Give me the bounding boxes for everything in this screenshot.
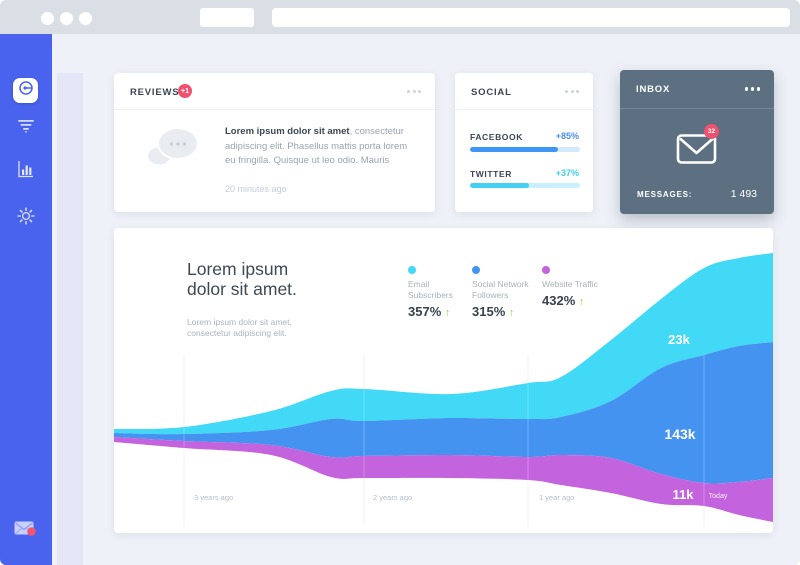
facebook-progress-bar — [470, 147, 580, 152]
x-tick-today: Today — [708, 493, 728, 500]
social-card: SOCIAL FACEBOOK +85% TWITTER +37% — [455, 73, 593, 212]
legend-item-email-subscribers: Email Subscribers 357% — [408, 266, 472, 319]
sidebar-item-dashboard[interactable] — [13, 78, 38, 103]
legend-name: Email Subscribers — [408, 279, 453, 300]
stream-value-email: 23k — [668, 332, 690, 347]
reviews-card-header: REVIEWS +1 — [114, 73, 435, 110]
up-arrow-icon — [579, 296, 585, 308]
chart-card: Lorem ipsum dolor sit amet. Lorem ipsum … — [114, 228, 773, 533]
legend-value: 357% — [408, 304, 472, 319]
url-input[interactable] — [272, 8, 790, 27]
envelope-icon — [676, 132, 717, 171]
facebook-label: FACEBOOK — [470, 132, 523, 142]
inbox-card: INBOX 32 MESSAGES: 1 493 — [620, 70, 774, 214]
legend-item-social-followers: Social Network Followers 315% — [472, 266, 536, 319]
reviews-count-badge: +1 — [178, 84, 192, 98]
social-card-header: SOCIAL — [455, 73, 593, 110]
ellipsis-menu-icon[interactable] — [407, 90, 421, 93]
review-message-bold: Lorem ipsum dolor sit amet — [225, 126, 350, 137]
twitter-change: +37% — [555, 168, 579, 178]
gauge-icon — [18, 80, 34, 101]
filter-icon — [17, 119, 35, 138]
gear-icon — [17, 206, 35, 230]
bar-chart-icon — [18, 160, 34, 183]
review-message-rest: , consectetur adipiscing elit. Phasellus… — [225, 126, 408, 166]
review-message: Lorem ipsum dolor sit amet, consectetur … — [225, 125, 411, 169]
legend-dot-icon — [472, 266, 480, 274]
twitter-label: TWITTER — [470, 169, 512, 179]
social-title: SOCIAL — [471, 87, 512, 98]
reviews-title: REVIEWS — [130, 87, 180, 98]
sidebar-item-settings[interactable] — [17, 206, 35, 230]
inbox-messages-row: MESSAGES: 1 493 — [637, 188, 757, 200]
sidebar — [0, 34, 52, 565]
chart-title: Lorem ipsum dolor sit amet. — [187, 259, 297, 299]
browser-titlebar — [0, 0, 800, 34]
up-arrow-icon — [509, 307, 515, 319]
window-control-icon[interactable] — [60, 12, 73, 25]
inbox-card-header: INBOX — [620, 70, 774, 109]
legend-value: 432% — [542, 293, 606, 308]
mail-icon — [14, 520, 38, 543]
x-tick-3-years: 3 years ago — [194, 493, 234, 502]
x-tick-1-year: 1 year ago — [539, 493, 575, 502]
sidebar-item-filter[interactable] — [17, 119, 35, 138]
facebook-change: +85% — [555, 131, 579, 141]
legend-item-website-traffic: Website Traffic 432% — [542, 266, 606, 308]
inbox-title: INBOX — [636, 84, 671, 95]
twitter-progress-bar — [470, 183, 580, 188]
up-arrow-icon — [445, 307, 451, 319]
ellipsis-menu-icon[interactable] — [744, 87, 760, 91]
window-control-icon[interactable] — [79, 12, 92, 25]
review-timestamp: 20 minutes ago — [225, 184, 287, 194]
legend-dot-icon — [542, 266, 550, 274]
ellipsis-menu-icon[interactable] — [565, 90, 579, 93]
legend-value: 315% — [472, 304, 536, 319]
messages-count: 1 493 — [730, 188, 757, 200]
chat-bubbles-icon — [144, 125, 202, 172]
sidebar-item-analytics[interactable] — [18, 160, 34, 183]
legend-name: Website Traffic — [542, 279, 598, 289]
inbox-unread-badge: 32 — [704, 124, 719, 139]
sidebar-item-mail[interactable] — [14, 520, 38, 543]
legend-name: Social Network Followers — [472, 279, 529, 300]
stream-value-social: 143k — [664, 426, 696, 442]
reviews-card: REVIEWS +1 Lorem ipsum dolor sit amet, c… — [114, 73, 435, 212]
streamgraph — [114, 253, 773, 527]
x-tick-2-years: 2 years ago — [373, 493, 413, 502]
collapsed-panel-rail — [57, 73, 83, 565]
window-control-icon[interactable] — [41, 12, 54, 25]
messages-label: MESSAGES: — [637, 190, 693, 199]
chart-subtitle: Lorem ipsum dolor sit amet, consectetur … — [187, 317, 292, 338]
legend-dot-icon — [408, 266, 416, 274]
stream-value-traffic: 11k — [672, 487, 694, 502]
browser-tab[interactable] — [200, 8, 254, 27]
